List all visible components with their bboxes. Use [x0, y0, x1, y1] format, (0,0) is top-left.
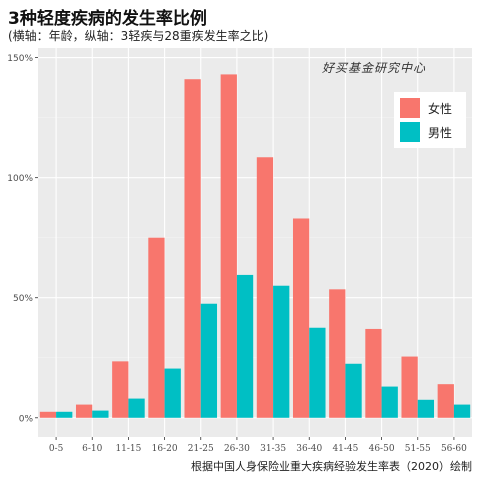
- x-tick-label: 41-45: [332, 444, 358, 454]
- bar-female: [148, 237, 165, 418]
- bar-male: [309, 327, 326, 418]
- legend-item-male: 男性: [400, 122, 452, 142]
- bar-male: [56, 411, 73, 418]
- x-tick-label: 21-25: [188, 444, 214, 454]
- bar-female: [184, 79, 201, 418]
- x-tick-label: 16-20: [152, 444, 178, 454]
- chart-subtitle: (横轴：年龄，纵轴：3轻疾与28重疾发生率之比): [8, 29, 269, 43]
- chart-title: 3种轻度疾病的发生率比例: [8, 9, 207, 29]
- bar-female: [220, 74, 237, 418]
- legend-label-female: 女性: [428, 101, 453, 116]
- x-tick-label: 51-55: [405, 444, 431, 454]
- bar-female: [75, 404, 93, 418]
- x-tick-label: 11-15: [115, 444, 141, 454]
- legend: 女性 男性: [394, 92, 466, 148]
- legend-item-female: 女性: [400, 98, 452, 118]
- watermark-text: 好买基金研究中心: [322, 61, 427, 75]
- chart-caption: 根据中国人身保险业重大疾病经验发生率表（2020）绘制: [191, 460, 472, 473]
- bar-male: [128, 398, 145, 418]
- x-tick-label: 0-5: [49, 444, 64, 454]
- x-tick-label: 31-35: [260, 444, 286, 454]
- legend-swatch-female: [400, 98, 420, 118]
- x-tick-label: 36-40: [296, 444, 322, 454]
- bar-female: [256, 157, 274, 418]
- bar-male: [92, 410, 109, 418]
- y-tick-label: 100%: [7, 174, 33, 184]
- y-tick-label: 50%: [13, 294, 33, 304]
- bar-male: [164, 368, 181, 418]
- y-tick-label: 0%: [19, 414, 34, 424]
- bar-female: [292, 218, 310, 418]
- legend-label-male: 男性: [428, 125, 453, 140]
- x-tick-label: 56-60: [441, 444, 467, 454]
- y-tick-label: 150%: [7, 54, 33, 64]
- bar-female: [329, 289, 346, 418]
- bar-female: [39, 411, 57, 418]
- bar-male: [381, 386, 398, 418]
- bar-female: [112, 361, 129, 418]
- bar-male: [417, 399, 435, 418]
- bar-male: [273, 285, 290, 418]
- legend-swatch-male: [400, 122, 420, 142]
- bar-female: [437, 384, 454, 418]
- bar-male: [453, 404, 471, 418]
- bar-female: [365, 328, 382, 418]
- x-tick-label: 6-10: [82, 444, 102, 454]
- bar-male: [236, 274, 254, 418]
- bar-female: [401, 356, 418, 418]
- bar-male: [200, 303, 218, 418]
- x-tick-label: 46-50: [369, 444, 395, 454]
- x-tick-label: 26-30: [224, 444, 250, 454]
- bar-male: [345, 363, 362, 418]
